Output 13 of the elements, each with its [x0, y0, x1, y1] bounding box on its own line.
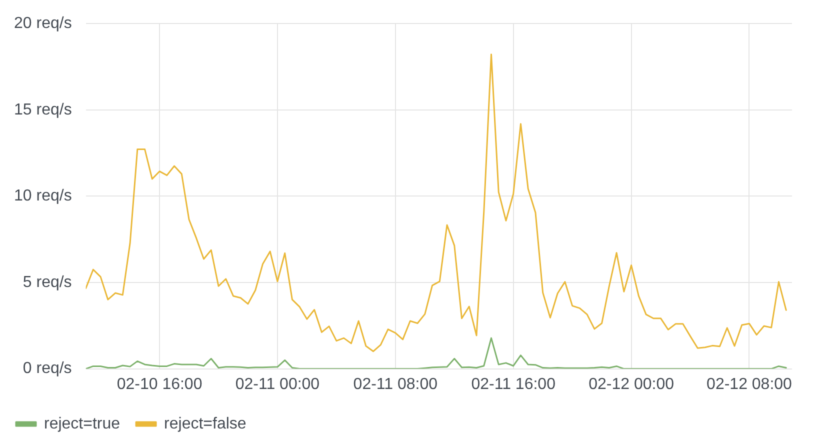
- x-tick-label: 02-11 00:00: [235, 376, 320, 393]
- x-tick-label: 02-12 08:00: [706, 376, 792, 393]
- y-tick-label: 5 req/s: [22, 274, 72, 291]
- y-tick-label: 15 req/s: [14, 101, 72, 118]
- y-tick-label: 10 req/s: [14, 188, 72, 205]
- x-tick-label: 02-11 08:00: [353, 376, 438, 393]
- y-tick-label: 20 req/s: [14, 15, 72, 32]
- legend-label: reject=false: [164, 415, 246, 432]
- x-tick-label: 02-12 00:00: [588, 376, 674, 393]
- x-tick-label: 02-10 16:00: [116, 376, 202, 393]
- x-tick-label: 02-11 16:00: [471, 376, 556, 393]
- y-tick-label: 0 req/s: [22, 360, 72, 378]
- legend-label: reject=true: [44, 415, 120, 432]
